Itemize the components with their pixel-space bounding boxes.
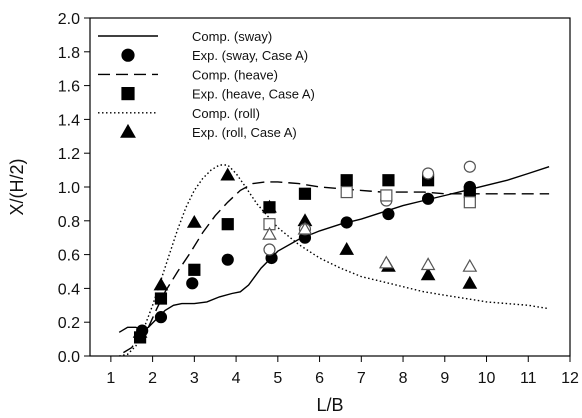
line-comp-sway (118, 166, 550, 333)
legend-group: Comp. (sway) Exp. (sway, Case A) Comp. (he… (98, 29, 315, 140)
point-square-open (380, 189, 393, 202)
point-circle-open (421, 167, 435, 180)
point-circle-open (263, 243, 276, 256)
point-circle-filled (421, 192, 435, 205)
y-tick-label: 0.6 (58, 248, 80, 265)
legend-marker-square (121, 86, 135, 101)
point-square-filled (382, 174, 395, 187)
point-triangle-filled (339, 241, 355, 255)
legend-marker-triangle (120, 123, 136, 138)
point-triangle-filled (220, 167, 236, 181)
x-axis-title: L/B (316, 395, 343, 415)
lines-group (118, 164, 550, 357)
point-square-open (340, 185, 353, 199)
x-tick-label: 5 (273, 370, 282, 387)
x-tick-label: 2 (148, 370, 157, 387)
axes-group: 1 2 3 4 5 6 7 8 9 10 11 120.00.20.40.60.81.01.21.41… (58, 11, 579, 387)
point-triangle-filled (262, 199, 277, 213)
x-tick-label: 1 (106, 370, 115, 387)
legend-label: Exp. (heave, Case A) (192, 87, 315, 102)
point-square-filled (463, 185, 476, 199)
y-tick-label: 1.8 (58, 45, 80, 62)
legend-marker-circle (121, 48, 135, 62)
point-triangle-filled (153, 277, 169, 291)
point-circle-filled (186, 277, 199, 290)
x-tick-label: 11 (520, 370, 537, 387)
x-tick-label: 9 (440, 370, 449, 387)
legend-label: Exp. (roll, Case A) (192, 125, 297, 140)
x-tick-label: 7 (357, 370, 366, 387)
line-comp-heave (123, 181, 550, 354)
y-tick-label: 1.2 (58, 146, 80, 163)
point-square-filled (154, 292, 168, 305)
point-circle-filled (221, 253, 234, 266)
point-square-filled (188, 263, 201, 276)
x-tick-label: 4 (232, 370, 241, 387)
point-circle-filled (382, 207, 395, 221)
point-circle-filled (154, 311, 168, 324)
y-tick-label: 0.2 (58, 315, 80, 332)
legend-label: Comp. (heave) (192, 67, 278, 82)
point-circle-open (463, 160, 476, 173)
point-triangle-filled (420, 267, 436, 281)
point-square-filled (221, 218, 234, 231)
legend-label: Comp. (sway) (192, 29, 272, 44)
line-comp-roll (119, 164, 550, 357)
point-triangle-filled (186, 214, 202, 228)
point-triangle-open (262, 226, 277, 240)
markers-group (132, 160, 478, 344)
point-triangle-filled (132, 324, 148, 338)
point-triangle-filled (462, 275, 478, 289)
y-tick-label: 1.0 (58, 180, 80, 197)
point-triangle-open (420, 257, 436, 271)
point-square-open (463, 196, 476, 209)
y-tick-label: 1.6 (58, 79, 80, 96)
y-tick-label: 0.4 (58, 281, 80, 298)
plot-frame (89, 17, 571, 357)
y-axis-title: X/(H/2) (7, 158, 27, 215)
legend-label: Exp. (sway, Case A) (192, 48, 308, 63)
y-tick-label: 2.0 (58, 11, 80, 28)
point-triangle-open (378, 255, 394, 269)
point-triangle-open (297, 221, 313, 235)
y-tick-label: 0.8 (58, 214, 80, 231)
point-square-filled (340, 174, 353, 187)
x-tick-label: 3 (190, 370, 199, 387)
x-tick-label: 6 (315, 370, 324, 387)
x-tick-label: 12 (561, 370, 579, 387)
point-square-filled (298, 187, 312, 200)
point-triangle-open (462, 258, 478, 272)
x-tick-label: 8 (399, 370, 408, 387)
y-tick-label: 1.4 (58, 112, 80, 129)
point-circle-filled (340, 216, 353, 229)
x-tick-label: 10 (478, 370, 496, 387)
y-tick-label: 0.0 (58, 349, 80, 366)
legend-label: Comp. (roll) (192, 106, 260, 121)
